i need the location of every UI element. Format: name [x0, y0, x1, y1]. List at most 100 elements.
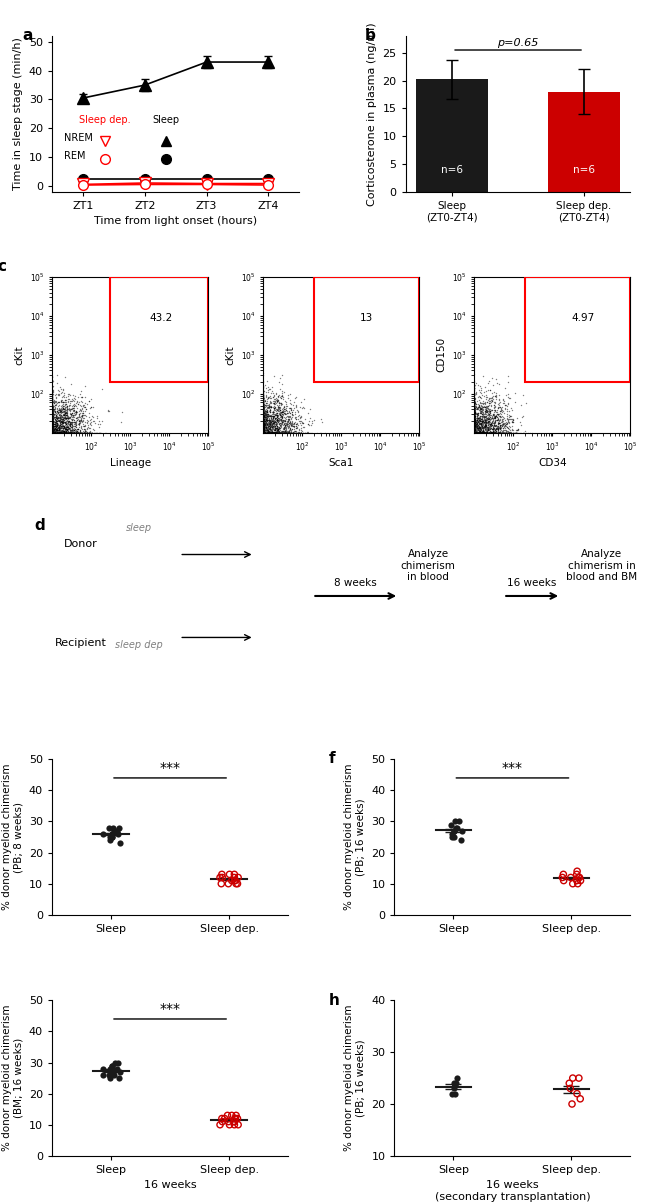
Point [292, 423, 303, 442]
Point [469, 423, 479, 442]
Point [266, 423, 277, 442]
Point [77, 423, 88, 442]
Point [281, 399, 292, 418]
Point [47, 423, 57, 442]
Point [51, 395, 61, 414]
Point [469, 423, 480, 442]
Point [489, 413, 499, 432]
Point [47, 412, 57, 431]
Point [276, 386, 286, 406]
Point [510, 384, 520, 403]
Point [482, 423, 493, 442]
Point [47, 423, 57, 442]
Point [263, 423, 274, 442]
Point [469, 418, 479, 437]
Point [489, 396, 499, 415]
Point [73, 411, 84, 430]
Point [469, 423, 479, 442]
Point [52, 423, 62, 442]
Point [54, 423, 64, 442]
Point [469, 423, 479, 442]
Point [258, 423, 268, 442]
Point [62, 421, 73, 441]
Point [258, 394, 268, 413]
Point [484, 411, 494, 430]
Point [481, 401, 491, 420]
Point [258, 418, 268, 437]
Point [473, 420, 484, 439]
Point [480, 412, 491, 431]
Point [62, 417, 72, 436]
Point [47, 402, 57, 421]
Point [49, 423, 59, 442]
Point [286, 423, 296, 442]
Point [57, 413, 67, 432]
Point [284, 402, 294, 421]
Point [273, 423, 283, 442]
Point [47, 417, 57, 436]
Point [493, 423, 503, 442]
Point [64, 417, 75, 436]
Point [270, 397, 281, 417]
Point [261, 407, 271, 426]
Point [263, 421, 273, 441]
Point [258, 389, 268, 408]
Point [278, 423, 288, 442]
Point [258, 423, 268, 442]
Point [469, 418, 479, 437]
Point [270, 423, 280, 442]
Point [47, 423, 57, 442]
Point [260, 423, 270, 442]
Point [469, 423, 479, 442]
Point [47, 403, 57, 423]
Point [258, 423, 268, 442]
Point [47, 423, 57, 442]
Point [258, 415, 268, 435]
Point [51, 415, 61, 435]
Point [501, 385, 512, 405]
Point [47, 417, 57, 436]
Point [276, 407, 286, 426]
Point [68, 423, 78, 442]
Point [274, 400, 284, 419]
Point [469, 423, 479, 442]
Point [489, 423, 500, 442]
Point [263, 423, 273, 442]
Point [264, 423, 274, 442]
Point [469, 421, 479, 441]
Point [469, 420, 479, 439]
Point [261, 423, 271, 442]
Point [47, 418, 57, 437]
Point [258, 411, 268, 430]
Point [270, 400, 281, 419]
Point [474, 421, 484, 441]
Point [266, 423, 277, 442]
Point [471, 415, 481, 435]
Point [258, 394, 268, 413]
Point [258, 423, 268, 442]
Point [571, 864, 582, 884]
Point [75, 423, 85, 442]
Point [289, 423, 299, 442]
Point [117, 402, 127, 421]
Point [258, 413, 268, 432]
Point [470, 409, 480, 429]
Point [258, 423, 268, 442]
Point [258, 423, 268, 442]
Point [470, 417, 480, 436]
Point [67, 423, 77, 442]
Point [258, 415, 268, 435]
Point [469, 423, 479, 442]
Point [62, 423, 73, 442]
Point [258, 423, 268, 442]
Point [63, 423, 73, 442]
Point [469, 413, 479, 432]
Point [258, 411, 268, 430]
Point [493, 418, 503, 437]
Point [482, 402, 492, 421]
Point [55, 423, 65, 442]
Point [469, 403, 479, 423]
Point [469, 411, 479, 430]
Point [475, 423, 486, 442]
Point [60, 421, 71, 441]
